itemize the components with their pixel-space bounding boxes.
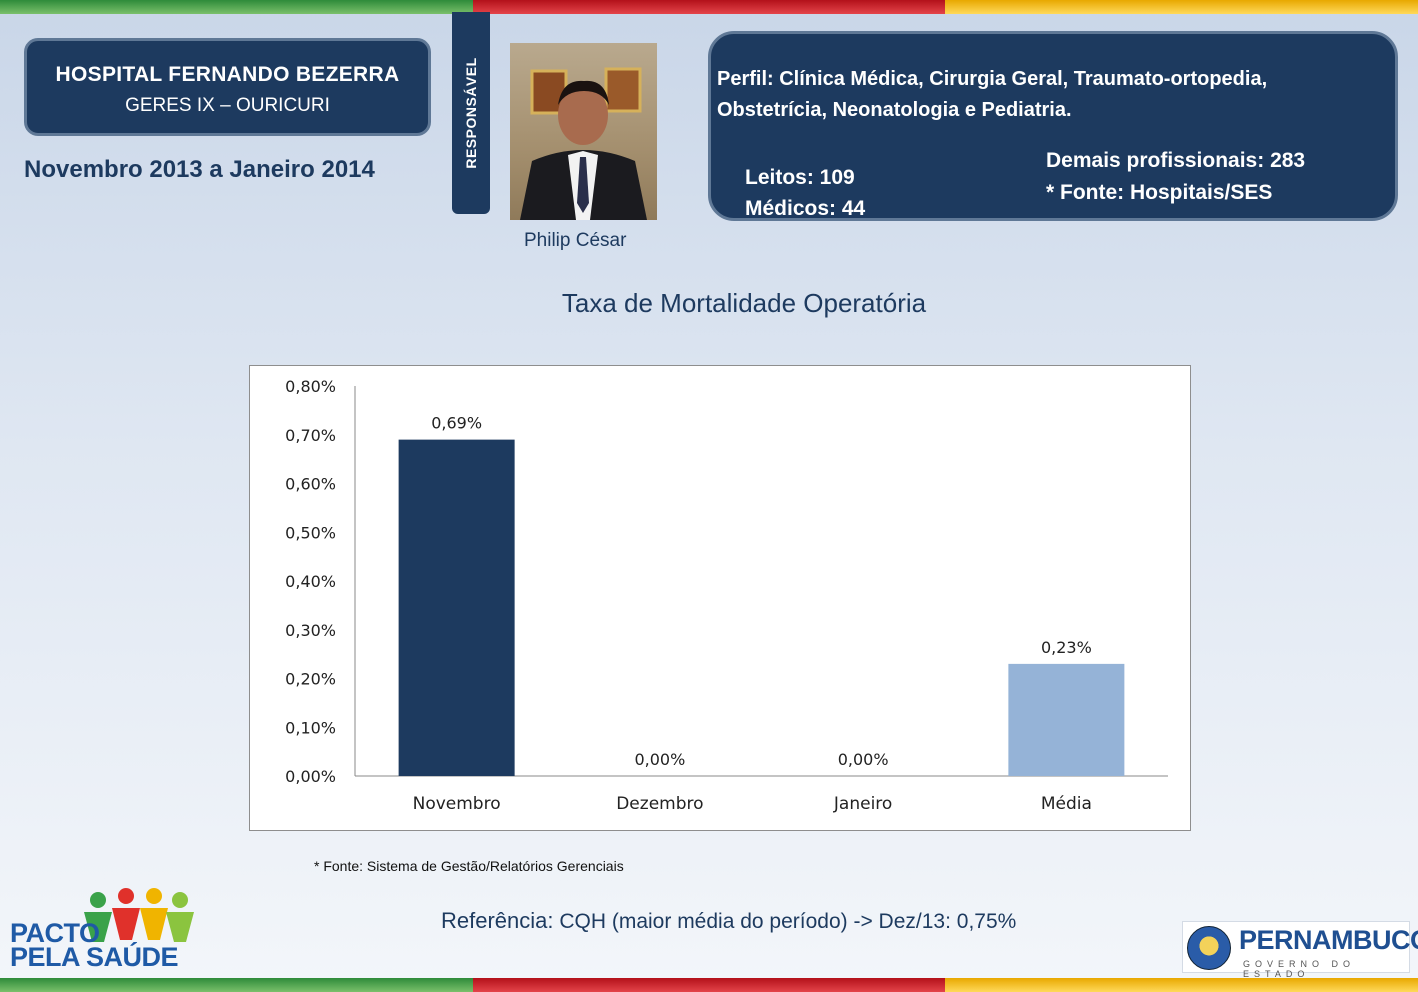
bar-chart: 0,80% 0,70% 0,60% 0,50% 0,40% 0,30% 0,20% 0,10%… — [285, 377, 1168, 814]
y-tick-label: 0,20% — [285, 670, 336, 689]
state-seal-icon — [1187, 926, 1231, 970]
x-tick-label: Dezembro — [616, 794, 703, 814]
responsible-photo — [510, 43, 657, 220]
profile-text: Perfil: Clínica Médica, Cirurgia Geral, … — [717, 68, 1268, 121]
pacto-line1: PACTO — [10, 918, 100, 948]
hospital-header-box: HOSPITAL FERNANDO BEZERRA GERES IX – OUR… — [24, 38, 431, 136]
chart-title: Taxa de Mortalidade Operatória — [561, 288, 927, 318]
x-tick-label: Novembro — [413, 794, 501, 814]
profile-box: Perfil: Clínica Médica, Cirurgia Geral, … — [708, 31, 1398, 221]
state-subtitle: GOVERNO DO ESTADO — [1243, 959, 1356, 979]
y-tick-label: 0,80% — [285, 377, 336, 396]
y-tick-label: 0,10% — [285, 718, 336, 737]
people-figures-icon — [84, 888, 194, 942]
data-label: 0,00% — [634, 750, 685, 769]
y-tick-label: 0,60% — [285, 475, 336, 494]
chart-frame: 0,80% 0,70% 0,60% 0,50% 0,40% 0,30% 0,20% 0,10%… — [249, 365, 1191, 831]
chart-source: * Fonte: Sistema de Gestão/Relatórios Ge… — [314, 858, 624, 874]
reference-text: CQH (maior média do período) -> Dez/13: … — [553, 910, 1017, 933]
bar — [398, 439, 515, 776]
responsible-name: Philip César — [524, 230, 627, 251]
other-staff-count: Demais profissionais: 283 — [1046, 149, 1306, 172]
bottom-color-stripe — [0, 978, 1418, 992]
data-label: 0,23% — [1041, 638, 1092, 657]
y-tick-label: 0,50% — [285, 523, 336, 542]
y-tick-label: 0,00% — [285, 767, 336, 786]
x-tick-label: Janeiro — [833, 794, 892, 814]
y-tick-label: 0,40% — [285, 572, 336, 591]
beds-count: Leitos: 109 — [745, 166, 855, 189]
top-color-stripe — [0, 0, 1418, 14]
bar — [1008, 663, 1125, 776]
geres-label: GERES IX – OURICURI — [125, 95, 330, 116]
pacto-pela-saude-logo: PACTO PELA SAÚDE — [4, 884, 204, 974]
period-label: Novembro 2013 a Janeiro 2014 — [24, 156, 375, 183]
profile-source: * Fonte: Hospitais/SES — [1046, 181, 1273, 204]
doctors-count: Médicos: 44 — [745, 197, 866, 220]
reference-label: Referência: — [441, 908, 554, 933]
y-tick-label: 0,30% — [285, 621, 336, 640]
hospital-name: HOSPITAL FERNANDO BEZERRA — [55, 63, 400, 86]
data-label: 0,69% — [431, 414, 482, 433]
responsible-label: RESPONSÁVEL — [463, 57, 479, 169]
state-name: PERNAMBUCO — [1239, 925, 1418, 955]
x-tick-label: Média — [1041, 794, 1092, 814]
responsible-bar: RESPONSÁVEL — [452, 12, 490, 214]
reference-note: Referência: CQH (maior média do período)… — [441, 908, 1016, 934]
y-tick-label: 0,70% — [285, 426, 336, 445]
pacto-line2: PELA SAÚDE — [10, 942, 179, 972]
pernambuco-logo: PERNAMBUCO GOVERNO DO ESTADO — [1182, 921, 1418, 979]
data-label: 0,00% — [838, 750, 889, 769]
